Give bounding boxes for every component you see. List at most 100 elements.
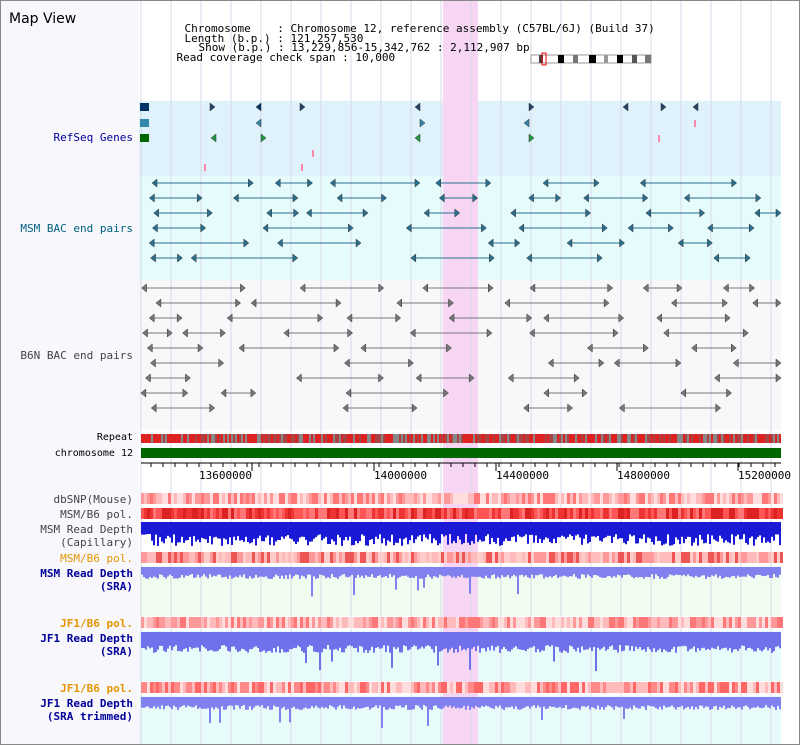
b6n-bac-pair-end <box>724 313 731 323</box>
msm-depth-sra-bar <box>271 567 273 579</box>
msm-depth-cap-bar <box>449 522 451 535</box>
jf1-depth-sra-bar <box>437 632 439 666</box>
jf1-b6-pol-label-1[interactable]: JF1/B6 pol. <box>60 617 133 630</box>
msm-depth-sra-bar <box>259 567 261 577</box>
dbsnp-cell <box>216 493 219 504</box>
jf1-depth-trim-bar <box>383 697 385 707</box>
msm-pol2-cell <box>399 552 402 563</box>
jf1-depth-sra-bar <box>197 632 199 648</box>
jf1-depth-sra-bar <box>595 632 597 672</box>
b6n-bac-pair-end <box>643 343 649 353</box>
msm-depth-capillary-label-1[interactable]: MSM Read Depth <box>40 523 133 536</box>
jf1-pol-cell <box>258 617 261 628</box>
msm-pol2-cell <box>186 552 189 563</box>
msm-depth-cap-bar <box>171 522 173 543</box>
msm-pol2-cell <box>696 552 699 563</box>
repeat-segment <box>619 434 621 443</box>
repeat-segment <box>427 434 429 443</box>
dbsnp-cell <box>447 493 450 504</box>
jf1-depth-sra-bar <box>615 632 617 650</box>
msm-pol2-cell <box>198 552 201 563</box>
msm-depth-sra-bar <box>453 567 455 577</box>
dbsnp-cell <box>354 493 357 504</box>
jf1-depth-sra-bar <box>359 632 361 646</box>
msm-pol-cell <box>612 508 615 519</box>
dbsnp-cell <box>696 493 699 504</box>
msm-depth-sra-bar <box>407 567 409 577</box>
msm-pol-cell <box>594 508 597 519</box>
jf1-pol2-cell <box>165 682 168 693</box>
msm-pol2-cell <box>705 552 708 563</box>
jf1-depth-sra-bar <box>585 632 587 650</box>
jf1-pol2-cell <box>666 682 669 693</box>
msm-depth-cap-bar <box>317 522 319 536</box>
msm-pol2-cell <box>243 552 246 563</box>
refseq-genes-label[interactable]: RefSeq Genes <box>53 131 133 144</box>
msm-pol-cell <box>252 508 255 519</box>
msm-depth-sra-bar <box>483 567 485 579</box>
b6n-bac-label[interactable]: B6N BAC end pairs <box>20 349 133 362</box>
jf1-depth-sra-label-1[interactable]: JF1 Read Depth <box>40 632 133 645</box>
repeat-segment <box>265 434 267 443</box>
msm-pol2-cell <box>213 552 216 563</box>
dbsnp-cell <box>735 493 738 504</box>
jf1-depth-sra-bar <box>701 632 703 649</box>
jf1-depth-trim-bar <box>487 697 489 707</box>
jf1-pol2-cell <box>417 682 420 693</box>
jf1-depth-sra-bar <box>625 632 627 646</box>
msm-pol2-cell <box>654 552 657 563</box>
jf1-pol-cell <box>369 617 372 628</box>
jf1-depth-sra-bar <box>451 632 453 648</box>
jf1-depth-sra-bar <box>179 632 181 652</box>
dbsnp-label[interactable]: dbSNP(Mouse) <box>53 493 133 506</box>
dbsnp-cell <box>618 493 621 504</box>
dbsnp-cell <box>495 493 498 504</box>
msm-depth-cap-bar <box>223 522 225 539</box>
jf1-depth-trim-bar <box>485 697 487 706</box>
msm-depth-sra-bar <box>525 567 527 576</box>
msm-pol-cell <box>354 508 357 519</box>
jf1-depth-sra-bar <box>205 632 207 649</box>
jf1-pol2-cell <box>381 682 384 693</box>
dbsnp-cell <box>225 493 228 504</box>
jf1-pol2-cell <box>642 682 645 693</box>
msm-depth-cap-bar <box>211 522 213 545</box>
msm-b6-pol-label-2[interactable]: MSM/B6 pol. <box>60 552 133 565</box>
msm-depth-cap-bar <box>623 522 625 543</box>
repeat-segment <box>651 434 653 443</box>
repeat-segment <box>315 434 317 443</box>
msm-pol2-cell <box>753 552 756 563</box>
jf1-pol2-cell <box>186 682 189 693</box>
jf1-depth-trim-bar <box>305 697 307 708</box>
jf1-pol-cell <box>261 617 264 628</box>
repeat-segment <box>477 434 479 443</box>
jf1-depth-trim-bar <box>501 697 503 709</box>
jf1-depth-trim-bar <box>617 697 619 708</box>
msm-bac-pair-end <box>639 178 646 188</box>
jf1-depth-trim-bar <box>185 697 187 708</box>
msm-depth-sra-label-1[interactable]: MSM Read Depth <box>40 567 133 580</box>
jf1-b6-pol-label-2[interactable]: JF1/B6 pol. <box>60 682 133 695</box>
msm-depth-sra-bar <box>607 567 609 576</box>
msm-depth-sra-bar <box>153 567 155 577</box>
jf1-depth-sra-bar <box>581 632 583 647</box>
msm-depth-sra-bar <box>421 567 423 579</box>
jf1-depth-trim-bar <box>563 697 565 708</box>
repeat-segment <box>645 434 647 443</box>
msm-bac-label[interactable]: MSM BAC end pairs <box>20 222 133 235</box>
msm-depth-sra-bar <box>461 567 463 575</box>
msm-bac-pair-end <box>487 238 494 248</box>
repeat-segment <box>367 434 369 443</box>
msm-depth-cap-bar <box>353 522 355 546</box>
jf1-depth-trim-label-1[interactable]: JF1 Read Depth <box>40 697 133 710</box>
msm-depth-sra-bar <box>617 567 619 575</box>
msm-depth-cap-bar <box>745 522 747 543</box>
jf1-pol-cell <box>681 617 684 628</box>
jf1-pol-cell <box>516 617 519 628</box>
msm-bac-pair-end <box>642 193 649 203</box>
jf1-depth-trim-bar <box>233 697 235 710</box>
msm-b6-pol-label-1[interactable]: MSM/B6 pol. <box>60 508 133 521</box>
jf1-depth-trim-bar <box>447 697 449 708</box>
msm-pol-cell <box>288 508 291 519</box>
